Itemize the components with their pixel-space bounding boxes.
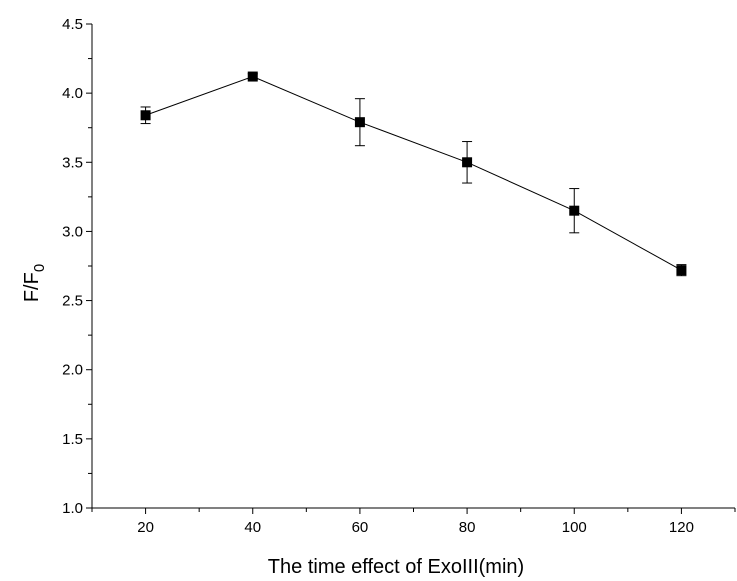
y-tick-label: 2.0 — [62, 362, 83, 379]
y-axis-label-main: F/F — [21, 272, 43, 302]
axes: 20 40 60 80 100 120 1.0 1.5 2.0 2.5 3.0 3.5 4.0 4.5 — [62, 16, 736, 536]
y-tick-label: 2.5 — [62, 293, 83, 310]
y-tick-label: 3.0 — [62, 223, 83, 240]
x-tick-label: 100 — [562, 519, 587, 536]
x-tick-label: 60 — [352, 519, 369, 536]
data-point — [140, 110, 151, 121]
data-point — [569, 205, 580, 216]
data-point — [354, 117, 365, 128]
y-tick-label: 1.0 — [62, 500, 83, 517]
y-axis-label-subscript: 0 — [31, 264, 48, 272]
data-point — [676, 265, 687, 276]
x-tick-label: 40 — [244, 519, 261, 536]
data-point — [462, 157, 473, 168]
data-point — [247, 71, 258, 82]
series-line — [145, 76, 682, 271]
x-axis-label: The time effect of ExoIII(min) — [268, 556, 524, 578]
x-tick-label: 80 — [459, 519, 476, 536]
x-tick-label: 120 — [669, 519, 694, 536]
y-tick-label: 3.5 — [62, 154, 83, 171]
y-tick-label: 4.0 — [62, 85, 83, 102]
x-tick-label: 20 — [137, 519, 154, 536]
y-tick-label: 1.5 — [62, 431, 83, 448]
series-layer — [140, 71, 687, 277]
y-axis-label: F/F0 — [21, 264, 48, 302]
y-tick-label: 4.5 — [62, 16, 83, 33]
